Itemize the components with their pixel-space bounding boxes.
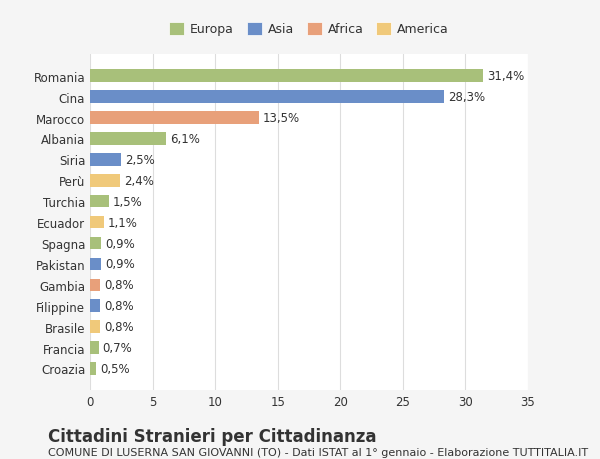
Bar: [90, 70, 483, 83]
Bar: [90, 174, 120, 187]
Text: 0,5%: 0,5%: [100, 362, 130, 375]
Text: 0,9%: 0,9%: [105, 237, 135, 250]
Bar: [90, 196, 109, 208]
Text: 31,4%: 31,4%: [487, 70, 524, 83]
Text: 2,5%: 2,5%: [125, 154, 155, 167]
Bar: [90, 216, 104, 229]
Text: 0,8%: 0,8%: [104, 300, 133, 313]
Bar: [90, 237, 101, 250]
Bar: [90, 154, 121, 166]
Bar: [90, 279, 100, 291]
Text: 2,4%: 2,4%: [124, 174, 154, 187]
Bar: [90, 341, 99, 354]
Text: 1,1%: 1,1%: [107, 216, 137, 229]
Bar: [90, 133, 166, 146]
Bar: [90, 91, 444, 104]
Legend: Europa, Asia, Africa, America: Europa, Asia, Africa, America: [164, 18, 454, 41]
Text: 28,3%: 28,3%: [448, 91, 485, 104]
Text: COMUNE DI LUSERNA SAN GIOVANNI (TO) - Dati ISTAT al 1° gennaio - Elaborazione TU: COMUNE DI LUSERNA SAN GIOVANNI (TO) - Da…: [48, 448, 588, 458]
Bar: [90, 321, 100, 333]
Bar: [90, 363, 96, 375]
Bar: [90, 112, 259, 124]
Text: 13,5%: 13,5%: [263, 112, 300, 125]
Text: 0,8%: 0,8%: [104, 279, 133, 291]
Text: 0,9%: 0,9%: [105, 258, 135, 271]
Text: 0,8%: 0,8%: [104, 320, 133, 333]
Bar: [90, 300, 100, 312]
Text: 1,5%: 1,5%: [113, 195, 142, 208]
Text: Cittadini Stranieri per Cittadinanza: Cittadini Stranieri per Cittadinanza: [48, 427, 377, 445]
Text: 0,7%: 0,7%: [103, 341, 132, 354]
Bar: [90, 258, 101, 271]
Text: 6,1%: 6,1%: [170, 133, 200, 146]
